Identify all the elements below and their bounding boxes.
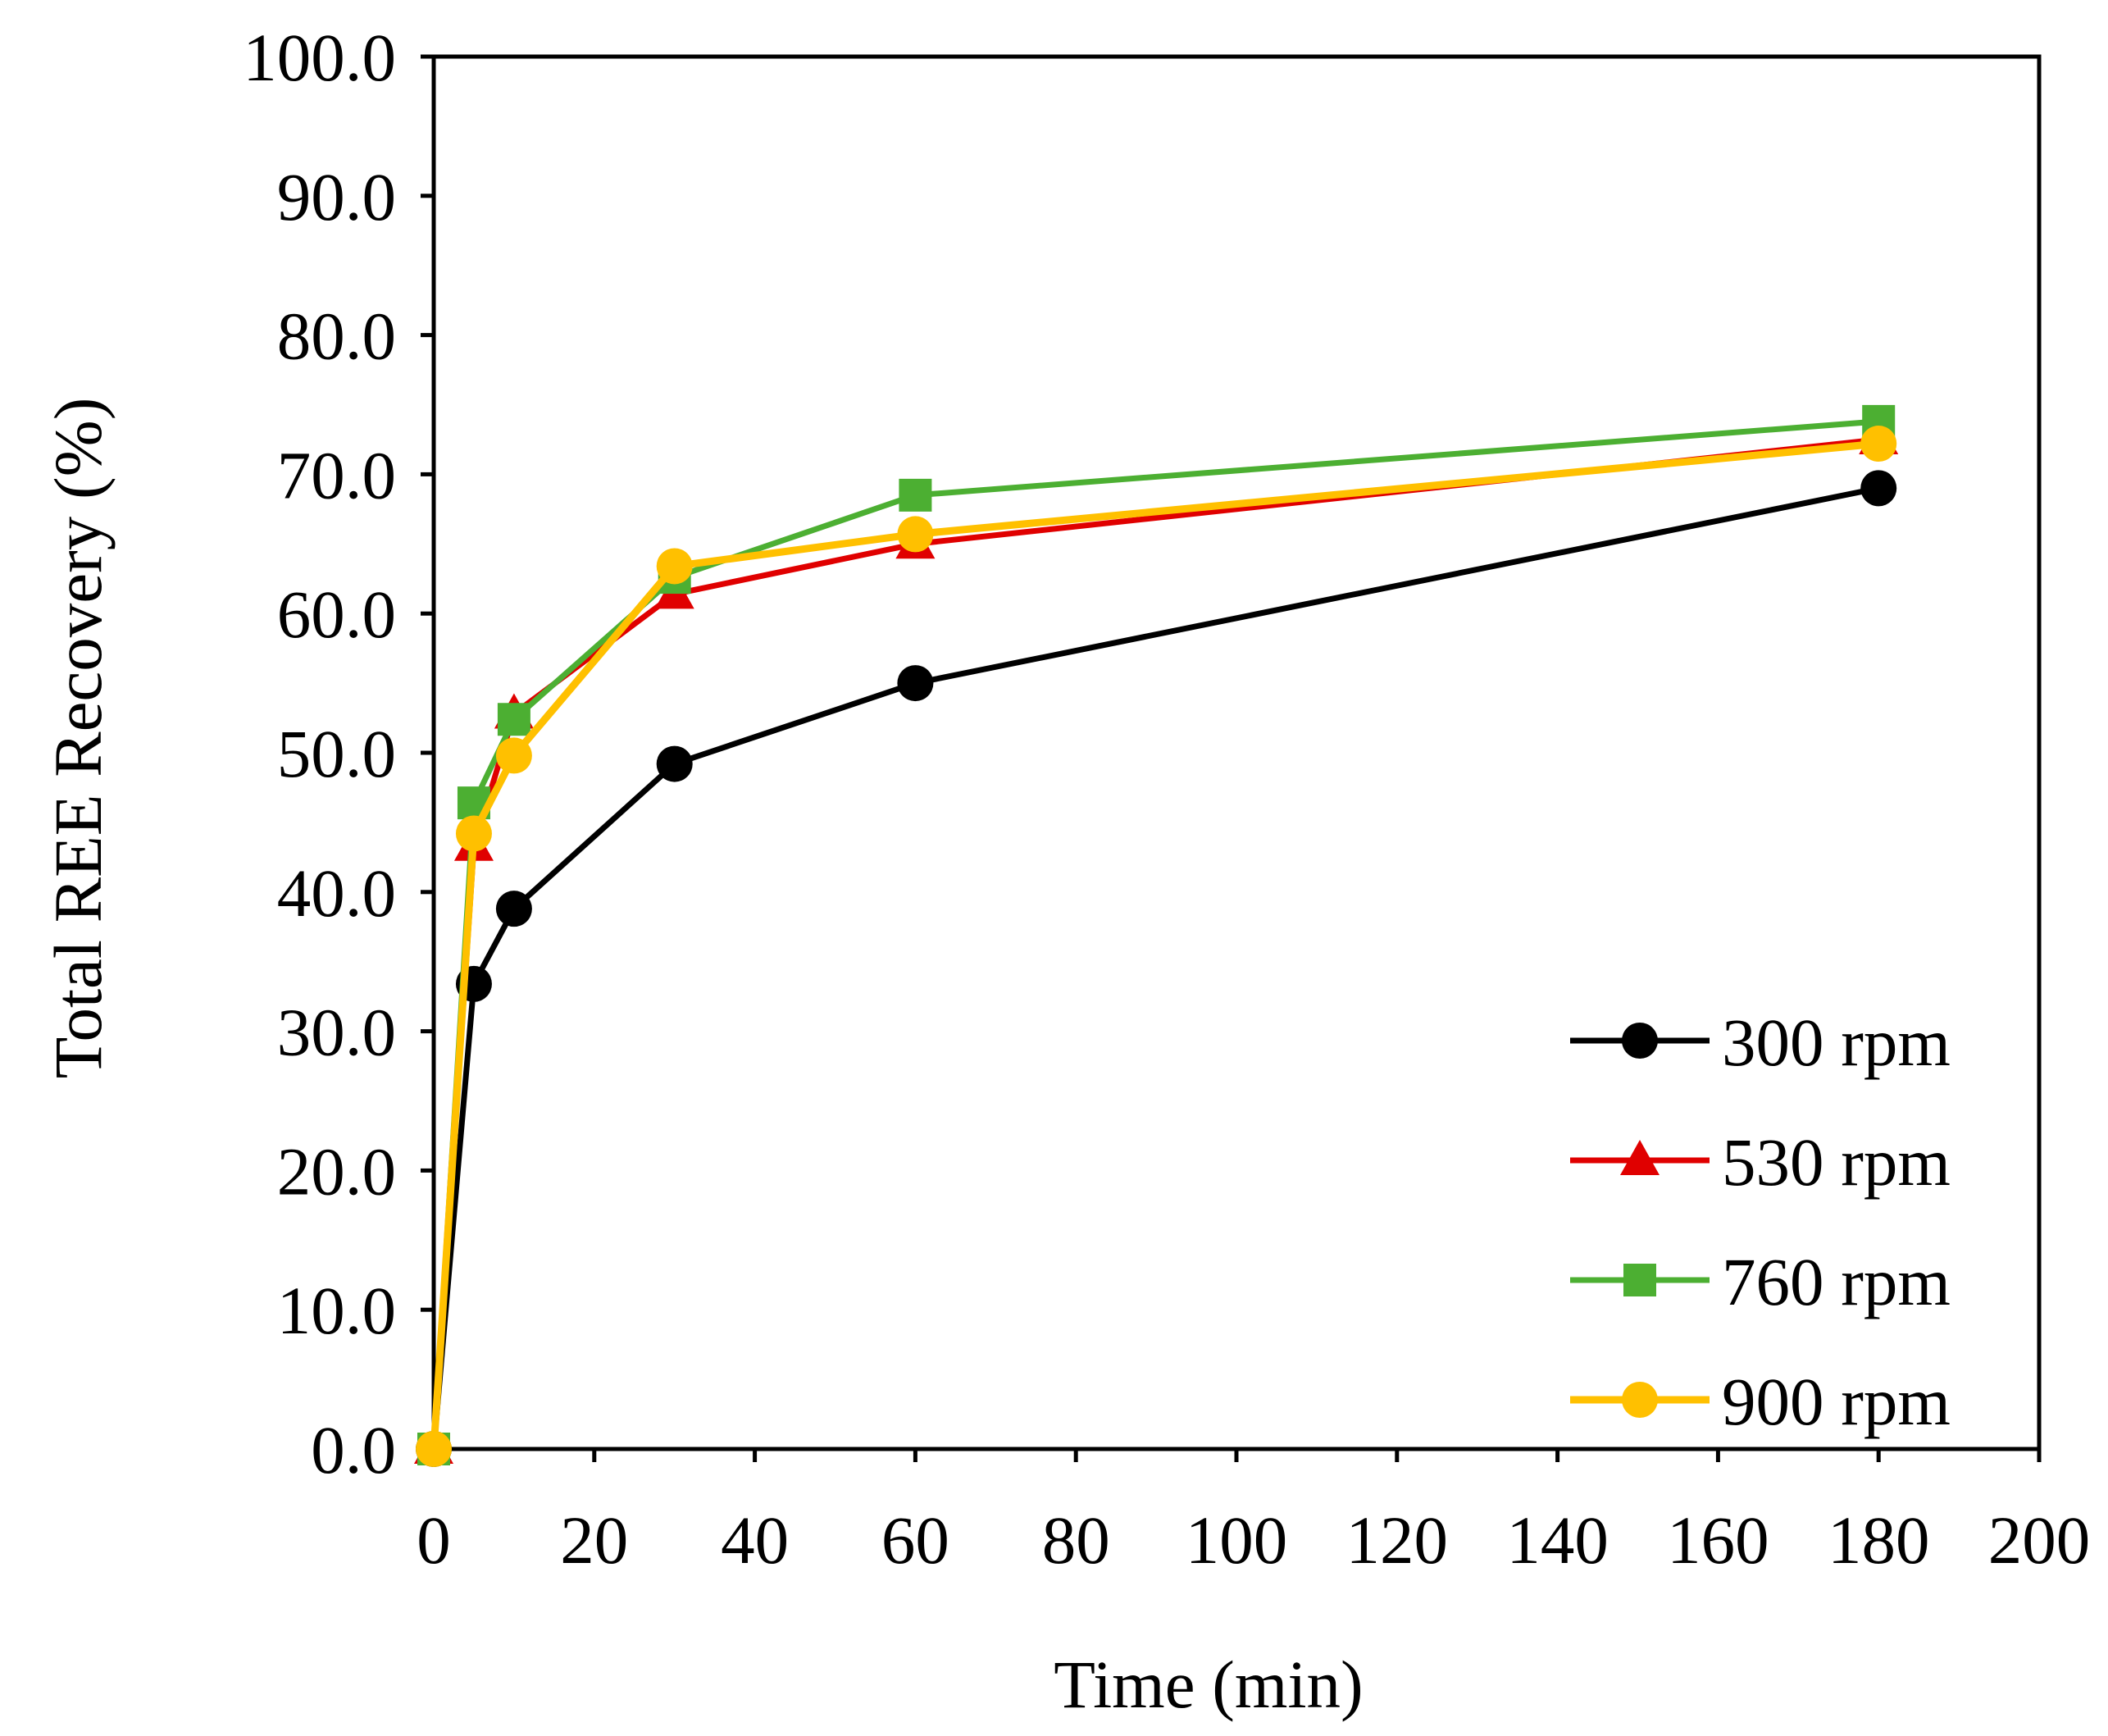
series-900-rpm: [416, 426, 1897, 1467]
x-tick-label: 200: [1988, 1502, 2091, 1578]
legend-item: 530 rpm: [1570, 1124, 1951, 1200]
data-point: [497, 703, 530, 736]
x-tick-label: 180: [1828, 1502, 1930, 1578]
y-axis-title: Total REE Recovery (%): [40, 398, 116, 1079]
x-tick-label: 40: [721, 1502, 789, 1578]
series-line: [430, 418, 1879, 1450]
data-point: [495, 891, 532, 927]
legend-marker: [1623, 1264, 1656, 1296]
data-point: [1860, 426, 1897, 462]
x-tick-label: 160: [1667, 1502, 1769, 1578]
y-tick-label: 80.0: [277, 298, 396, 374]
data-point: [1860, 470, 1897, 507]
x-tick-label: 140: [1506, 1502, 1609, 1578]
data-point: [897, 516, 934, 553]
series-line: [430, 440, 1879, 1450]
x-tick-label: 60: [881, 1502, 949, 1578]
y-tick-label: 30.0: [277, 995, 396, 1070]
series-line: [430, 485, 1879, 1450]
x-tick-label: 20: [560, 1502, 628, 1578]
series-760-rpm: [417, 404, 1896, 1465]
x-tick-label: 0: [417, 1502, 451, 1578]
x-tick-label: 100: [1186, 1502, 1288, 1578]
y-tick-label: 70.0: [277, 437, 396, 513]
data-point: [897, 665, 934, 702]
x-axis-ticks: 0 20 40 60 80 100 120 140 160 180 200: [417, 1449, 2090, 1578]
y-tick-label: 10.0: [277, 1273, 396, 1348]
y-tick-label: 20.0: [277, 1133, 396, 1209]
legend-item: 760 rpm: [1570, 1244, 1951, 1319]
legend-label: 900 rpm: [1722, 1364, 1951, 1439]
series-layer: [414, 404, 1899, 1467]
legend-label: 300 rpm: [1722, 1005, 1951, 1080]
legend-item: 300 rpm: [1570, 1005, 1951, 1080]
data-point: [899, 478, 932, 512]
y-tick-label: 40.0: [277, 855, 396, 931]
y-tick-label: 60.0: [277, 576, 396, 652]
data-point: [416, 1431, 452, 1467]
x-axis-title: Time (min): [1054, 1647, 1363, 1722]
legend: 300 rpm 530 rpm 760 rpm 900 rpm: [1570, 1005, 1951, 1439]
legend-label: 530 rpm: [1722, 1124, 1951, 1200]
y-axis-ticks: 0.0 10.0 20.0 30.0 40.0 50.0 60.0 70.0 80.0 90.0 1…: [243, 20, 434, 1488]
x-tick-label: 80: [1042, 1502, 1110, 1578]
data-point: [495, 737, 532, 774]
x-tick-label: 120: [1346, 1502, 1449, 1578]
data-point: [656, 548, 693, 585]
legend-label: 760 rpm: [1722, 1244, 1951, 1319]
legend-marker: [1622, 1023, 1658, 1059]
y-tick-label: 50.0: [277, 716, 396, 791]
data-point: [455, 815, 492, 852]
y-tick-label: 100.0: [243, 20, 396, 95]
data-point: [656, 745, 693, 782]
y-tick-label: 0.0: [311, 1412, 396, 1488]
series-530-rpm: [414, 418, 1899, 1464]
y-tick-label: 90.0: [277, 159, 396, 235]
legend-item: 900 rpm: [1570, 1364, 1951, 1439]
legend-marker: [1622, 1382, 1658, 1418]
legend-marker: [1620, 1140, 1660, 1175]
